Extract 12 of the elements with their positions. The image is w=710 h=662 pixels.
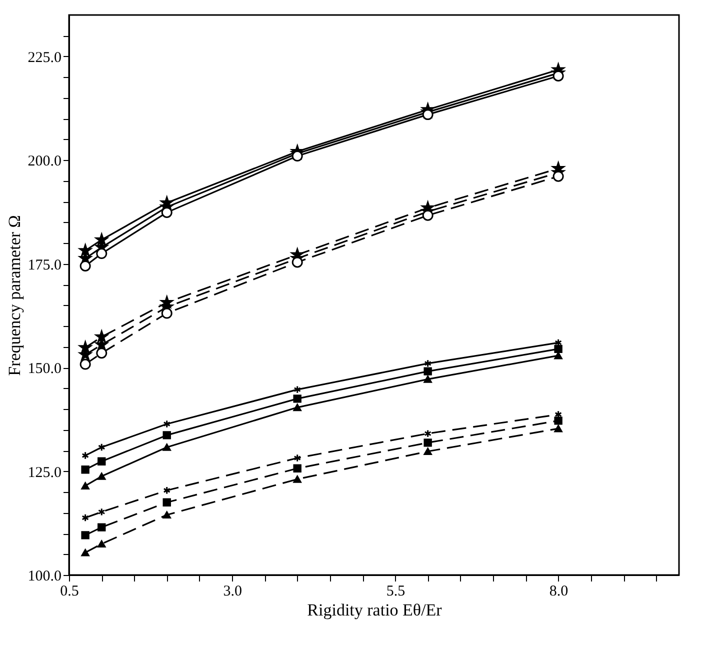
y-tick-label: 200.0 bbox=[28, 154, 62, 170]
x-tick-label: 0.5 bbox=[60, 584, 79, 600]
x-tick-label: 8.0 bbox=[549, 584, 568, 600]
x-axis-title: Rigidity ratio Eθ/Er bbox=[307, 600, 442, 620]
x-tick-label: 5.5 bbox=[386, 584, 406, 600]
y-tick-label: 175.0 bbox=[28, 257, 62, 274]
y-tick-label: 125.0 bbox=[28, 464, 62, 481]
y-tick-label: 100.0 bbox=[28, 568, 62, 584]
y-tick-label: 150.0 bbox=[28, 361, 62, 378]
y-tick-label: 225.0 bbox=[28, 50, 62, 66]
x-tick-label: 3.0 bbox=[223, 584, 242, 600]
y-axis-title: Frequency parameter Ω bbox=[4, 215, 24, 376]
